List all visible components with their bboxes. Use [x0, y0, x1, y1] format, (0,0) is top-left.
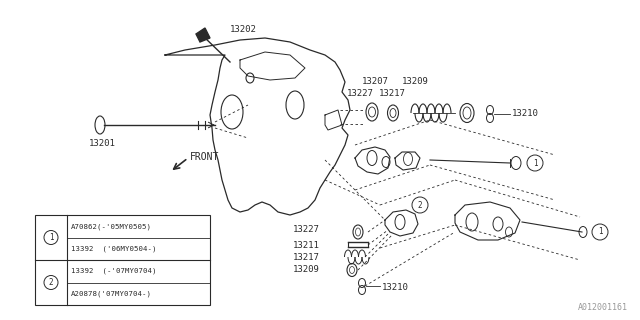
Text: A012001161: A012001161	[578, 303, 628, 312]
Text: 13210: 13210	[512, 108, 539, 117]
Text: 1: 1	[532, 158, 538, 167]
Text: 13210: 13210	[382, 284, 409, 292]
Text: 13392  ('06MY0504-): 13392 ('06MY0504-)	[71, 245, 157, 252]
Text: 13211: 13211	[293, 241, 320, 250]
Text: 13392  (-'07MY0704): 13392 (-'07MY0704)	[71, 268, 157, 275]
Bar	[35, 215, 210, 305]
Text: 13209: 13209	[401, 77, 428, 86]
Text: A70862(-'05MY0505): A70862(-'05MY0505)	[71, 223, 152, 229]
Text: 13207: 13207	[362, 77, 388, 86]
Text: 2: 2	[418, 201, 422, 210]
Text: FRONT: FRONT	[190, 152, 220, 162]
Text: 13217: 13217	[293, 252, 320, 261]
Text: 13217: 13217	[379, 89, 405, 98]
Polygon shape	[196, 28, 210, 42]
Text: 13202: 13202	[230, 26, 257, 35]
Text: 13209: 13209	[293, 266, 320, 275]
Text: 1: 1	[598, 228, 602, 236]
Text: 13227: 13227	[347, 89, 373, 98]
Text: 2: 2	[49, 278, 53, 287]
Text: A20878('07MY0704-): A20878('07MY0704-)	[71, 291, 152, 297]
Text: 13201: 13201	[88, 139, 115, 148]
Text: 13227: 13227	[293, 226, 320, 235]
Text: 1: 1	[49, 233, 53, 242]
